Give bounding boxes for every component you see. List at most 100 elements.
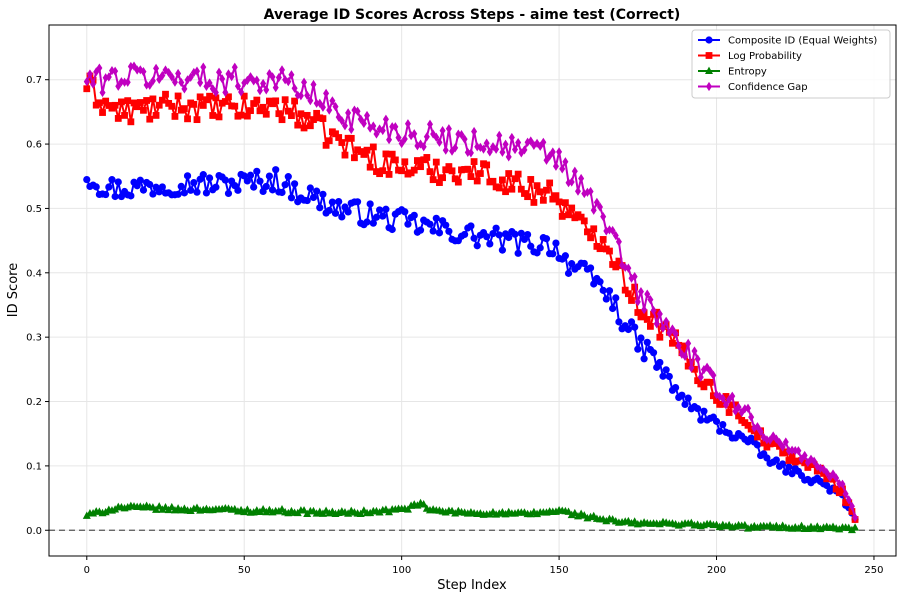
data-point bbox=[556, 147, 563, 157]
data-point bbox=[190, 179, 198, 187]
data-point bbox=[366, 163, 374, 171]
data-point bbox=[619, 260, 626, 270]
data-point bbox=[139, 186, 148, 194]
data-point bbox=[260, 78, 267, 89]
y-tick-label: 0.4 bbox=[26, 268, 42, 279]
data-point bbox=[530, 199, 538, 206]
data-point bbox=[369, 219, 377, 227]
data-point bbox=[568, 260, 576, 268]
data-point bbox=[467, 173, 475, 181]
data-point bbox=[363, 146, 371, 154]
series-line bbox=[85, 65, 857, 518]
data-point bbox=[564, 269, 573, 277]
data-point bbox=[306, 184, 314, 192]
data-point bbox=[842, 489, 849, 499]
data-point bbox=[364, 110, 371, 121]
data-point bbox=[779, 442, 786, 452]
data-point bbox=[234, 81, 241, 91]
data-point bbox=[291, 97, 298, 105]
data-point bbox=[691, 365, 698, 373]
data-point bbox=[86, 69, 93, 79]
data-point bbox=[628, 297, 635, 304]
data-point bbox=[476, 170, 484, 177]
data-point bbox=[505, 152, 512, 162]
data-point bbox=[256, 107, 264, 115]
data-point bbox=[272, 83, 279, 93]
data-point bbox=[726, 394, 733, 405]
data-point bbox=[496, 130, 503, 140]
data-point bbox=[671, 383, 680, 392]
data-point bbox=[792, 446, 799, 456]
data-point bbox=[272, 97, 280, 105]
data-point bbox=[420, 142, 427, 152]
data-point bbox=[458, 130, 465, 140]
data-point bbox=[309, 193, 318, 202]
data-point bbox=[492, 224, 500, 232]
data-point bbox=[817, 463, 824, 473]
data-point bbox=[694, 404, 702, 413]
data-point bbox=[224, 189, 233, 198]
data-point bbox=[386, 135, 393, 145]
data-point bbox=[83, 175, 91, 184]
data-point bbox=[719, 400, 727, 408]
x-tick-label: 200 bbox=[707, 565, 726, 576]
data-point bbox=[580, 217, 588, 225]
data-point bbox=[464, 165, 472, 173]
data-point bbox=[124, 97, 132, 105]
data-point bbox=[212, 87, 219, 98]
data-point bbox=[448, 167, 456, 175]
data-point bbox=[735, 402, 742, 412]
data-point bbox=[256, 177, 264, 185]
data-point bbox=[709, 392, 717, 400]
data-point bbox=[517, 185, 525, 193]
data-point bbox=[514, 170, 522, 178]
data-point bbox=[713, 397, 720, 404]
data-point bbox=[653, 308, 661, 316]
data-point bbox=[716, 427, 724, 435]
data-point bbox=[112, 66, 119, 76]
data-point bbox=[439, 174, 446, 182]
data-point bbox=[502, 139, 509, 149]
data-point bbox=[587, 234, 594, 242]
data-point bbox=[637, 313, 645, 321]
data-point bbox=[174, 190, 182, 198]
data-point bbox=[647, 322, 654, 330]
series-layer bbox=[82, 61, 860, 534]
y-tick-label: 0.1 bbox=[26, 461, 42, 472]
data-point bbox=[499, 176, 506, 184]
data-point bbox=[442, 145, 449, 155]
data-point bbox=[181, 84, 188, 94]
data-point bbox=[401, 134, 408, 144]
y-tick-label: 0.0 bbox=[26, 526, 42, 537]
data-point bbox=[754, 422, 761, 432]
data-point bbox=[580, 259, 588, 268]
series-log-probability bbox=[83, 72, 859, 523]
data-point bbox=[240, 92, 248, 100]
data-point bbox=[511, 175, 519, 183]
data-point bbox=[313, 187, 321, 195]
data-point bbox=[615, 237, 622, 247]
data-point bbox=[149, 190, 157, 198]
data-point bbox=[303, 196, 311, 205]
data-point bbox=[345, 108, 352, 118]
data-point bbox=[442, 221, 450, 229]
y-tick-label: 0.7 bbox=[26, 75, 42, 86]
data-point bbox=[225, 93, 232, 101]
data-point bbox=[685, 338, 692, 348]
data-point bbox=[609, 225, 616, 236]
data-point bbox=[96, 63, 103, 73]
data-point bbox=[803, 524, 812, 533]
data-point bbox=[586, 264, 595, 272]
data-point bbox=[338, 213, 346, 221]
data-point bbox=[590, 225, 598, 233]
data-point bbox=[732, 401, 739, 409]
plot-frame bbox=[48, 24, 897, 557]
data-point bbox=[508, 185, 516, 193]
data-point bbox=[231, 102, 239, 110]
data-point bbox=[722, 400, 729, 410]
data-point bbox=[665, 372, 673, 381]
data-point bbox=[753, 441, 762, 449]
data-point bbox=[432, 158, 440, 166]
data-point bbox=[269, 72, 276, 82]
